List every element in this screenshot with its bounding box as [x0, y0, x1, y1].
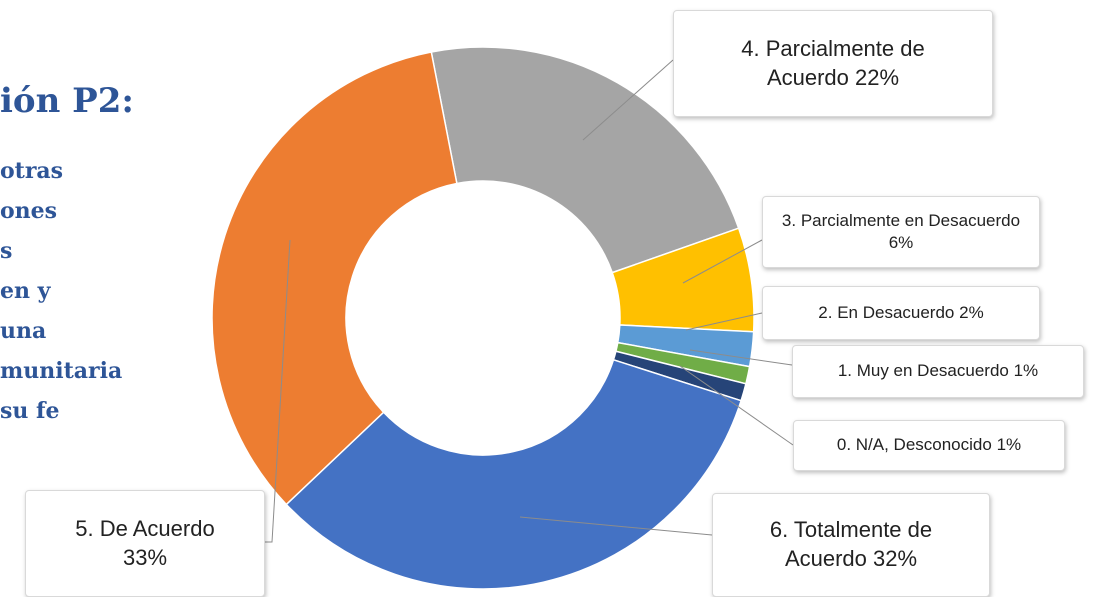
label-text: 2. En Desacuerdo 2% — [818, 302, 983, 324]
label-text: 1. Muy en Desacuerdo 1% — [838, 360, 1038, 382]
subtitle-line: en y — [0, 278, 52, 304]
value-label: 1% — [1013, 361, 1039, 381]
donut-slice — [211, 51, 458, 506]
data-label: 1. Muy en Desacuerdo 1% — [792, 345, 1084, 398]
value-label: 32% — [873, 546, 918, 571]
leader-line — [689, 349, 793, 366]
leader-line — [519, 516, 713, 536]
donut-slice — [285, 358, 743, 590]
label-text: 0. N/A, Desconocido 1% — [837, 434, 1021, 456]
category-label: 6. Totalmente de Acuerdo — [769, 517, 933, 571]
data-label: 2. En Desacuerdo 2% — [762, 286, 1040, 340]
data-label: 0. N/A, Desconocido 1% — [793, 420, 1065, 471]
value-label: 22% — [855, 64, 900, 90]
category-label: 5. De Acuerdo — [75, 515, 215, 541]
label-text: 4. Parcialmente de Acuerdo 22% — [713, 35, 953, 92]
category-label: 4. Parcialmente de Acuerdo — [741, 35, 925, 90]
label-text: 6. Totalmente de Acuerdo 32% — [752, 516, 950, 573]
leader-line — [679, 365, 794, 446]
category-label: 1. Muy en Desacuerdo — [837, 361, 1009, 381]
value-label: 33% — [122, 544, 168, 570]
value-label: 2% — [959, 302, 984, 322]
leader-line — [685, 312, 763, 331]
category-label: 3. Parcialmente en Desacuerdo — [781, 210, 1021, 230]
leader-line — [265, 239, 291, 543]
value-label: 6% — [888, 233, 914, 252]
data-label: 3. Parcialmente en Desacuerdo 6% — [762, 196, 1040, 268]
value-label: 1% — [996, 435, 1022, 455]
label-text: 5. De Acuerdo 33% — [65, 515, 225, 572]
subtitle-line: una — [0, 318, 46, 344]
subtitle-line: munitaria — [0, 358, 122, 384]
data-label: 6. Totalmente de Acuerdo 32% — [712, 493, 990, 597]
donut-slice — [430, 46, 740, 274]
subtitle-line: su fe — [0, 398, 60, 424]
category-label: 2. En Desacuerdo — [818, 302, 955, 322]
subtitle-line: s — [0, 238, 12, 264]
subtitle-line: ones — [0, 198, 57, 224]
leader-line — [582, 59, 674, 141]
category-label: 0. N/A, Desconocido — [836, 435, 992, 455]
data-label: 4. Parcialmente de Acuerdo 22% — [673, 10, 993, 117]
label-text: 3. Parcialmente en Desacuerdo 6% — [773, 210, 1029, 254]
subtitle-line: otras — [0, 158, 63, 184]
leader-line — [682, 239, 763, 284]
data-label: 5. De Acuerdo 33% — [25, 490, 265, 597]
title: ión P2: — [0, 81, 134, 121]
